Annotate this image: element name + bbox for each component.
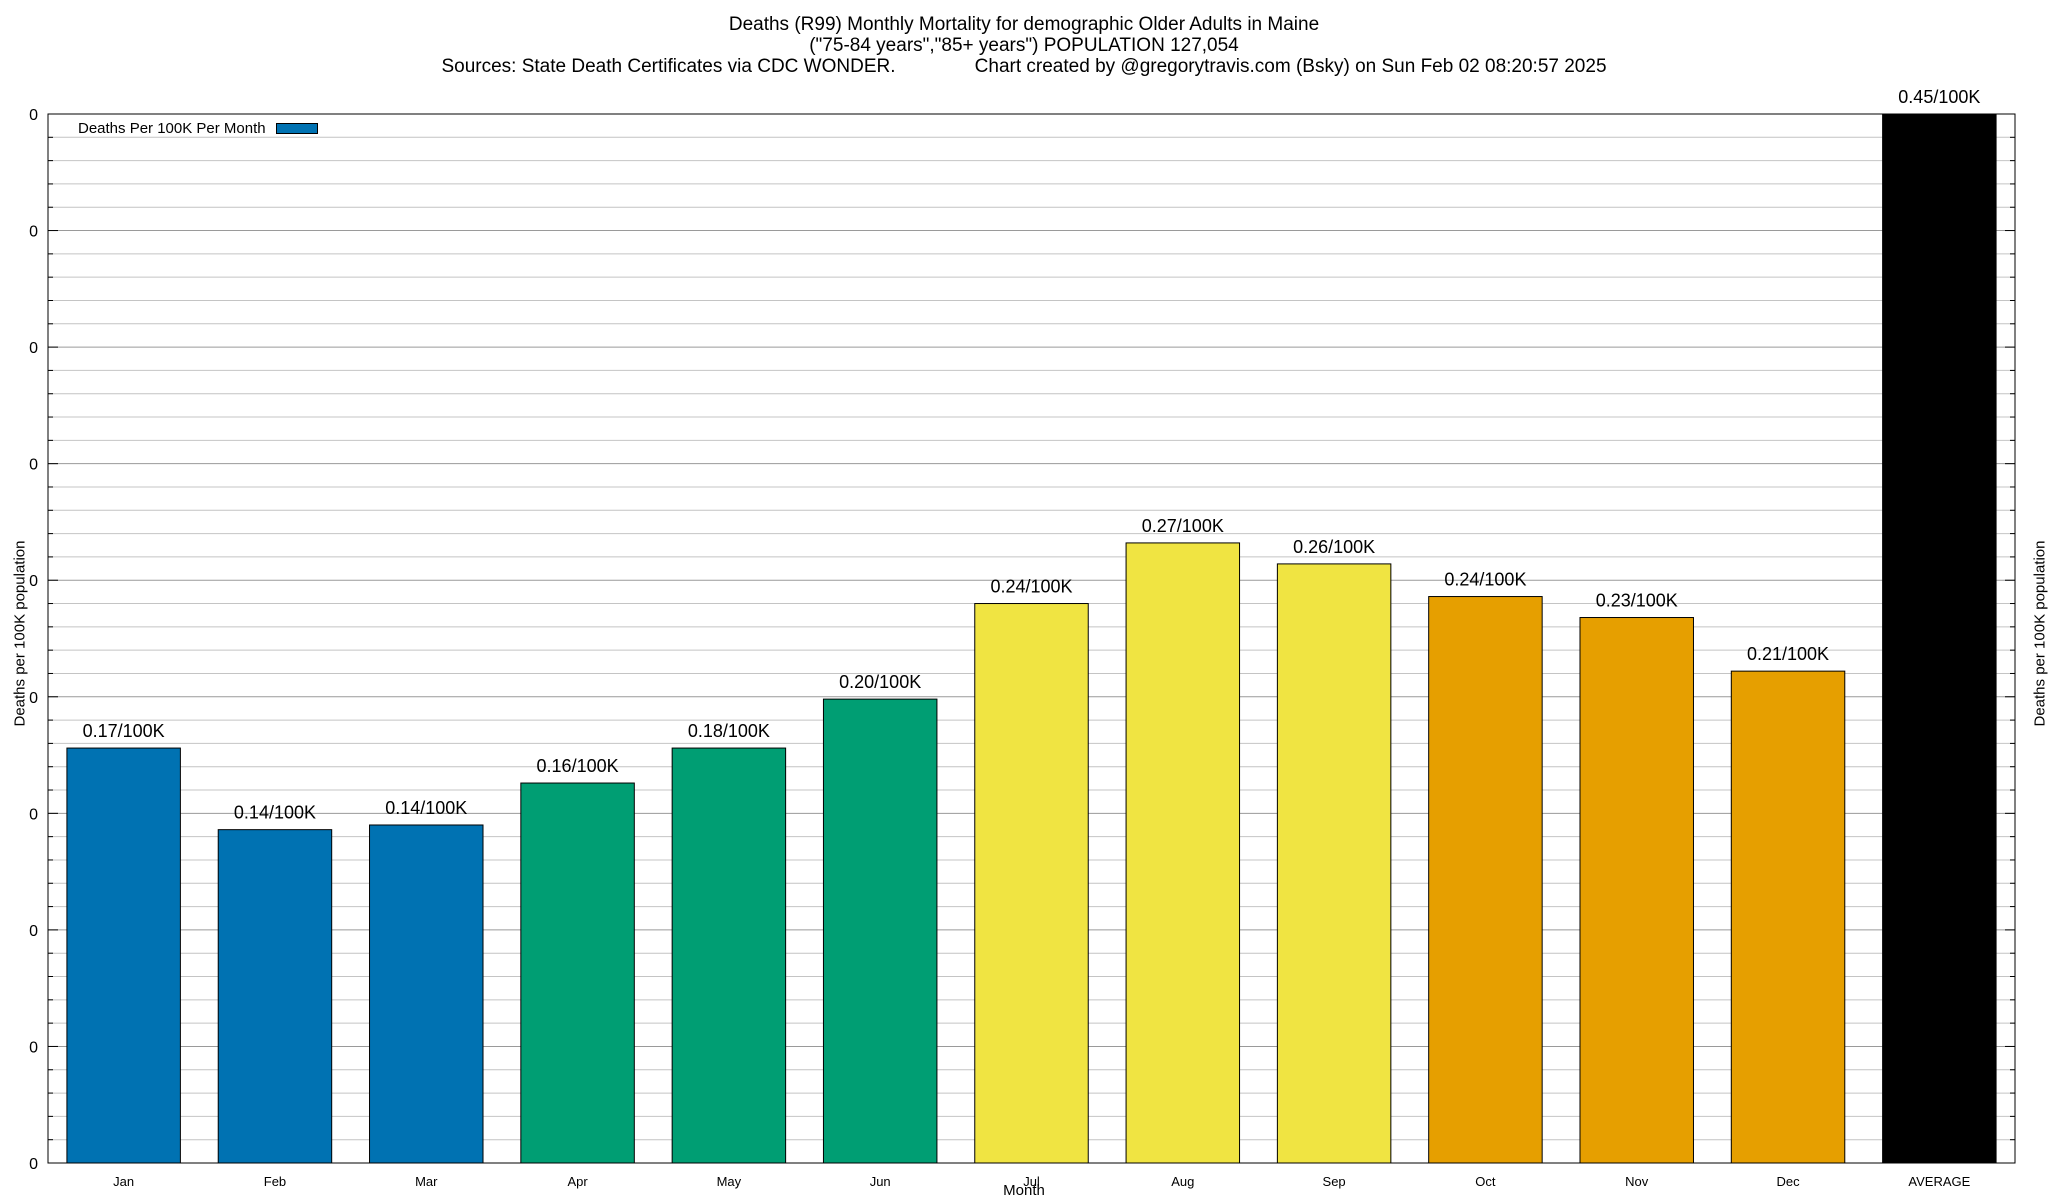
data-label-aug: 0.27/100K [1142, 516, 1224, 536]
chart-subtitle: ("75-84 years","85+ years") POPULATION 1… [809, 35, 1239, 56]
x-tick-label-aug: Aug [1171, 1174, 1194, 1189]
x-tick-label-nov: Nov [1625, 1174, 1649, 1189]
y-tick-label: 0 [29, 806, 38, 823]
x-tick-label-jan: Jan [113, 1174, 134, 1189]
data-label-jun: 0.20/100K [839, 672, 921, 692]
x-tick-label-average: AVERAGE [1908, 1174, 1970, 1189]
bar-mar [369, 824, 484, 1164]
chart-source-line: Sources: State Death Certificates via CD… [441, 56, 1607, 77]
data-label-apr: 0.16/100K [537, 756, 619, 776]
legend: Deaths Per 100K Per Month [78, 120, 318, 137]
bar-dec [1730, 670, 1846, 1164]
legend-label: Deaths Per 100K Per Month [78, 120, 266, 137]
y-tick-label: 0 [29, 923, 38, 940]
y-tick-label: 0 [29, 1156, 38, 1173]
x-tick-label-apr: Apr [567, 1174, 588, 1189]
data-label-mar: 0.14/100K [385, 798, 467, 818]
y-tick-label: 0 [29, 1039, 38, 1056]
y-tick-label: 0 [29, 107, 38, 124]
y-tick-label: 0 [29, 224, 38, 241]
data-label-feb: 0.14/100K [234, 803, 316, 823]
y-axis-label-left: Deaths per 100K population [11, 540, 29, 727]
bar-average [1882, 113, 1997, 1164]
bar-feb [217, 829, 333, 1164]
y-tick-label: 0 [29, 573, 38, 590]
data-label-jul: 0.24/100K [990, 577, 1072, 597]
data-label-sep: 0.26/100K [1293, 537, 1375, 557]
data-label-dec: 0.21/100K [1747, 644, 1829, 664]
bar-oct [1428, 596, 1543, 1164]
x-tick-label-feb: Feb [264, 1174, 286, 1189]
bar-jun [822, 698, 938, 1164]
x-tick-label-oct: Oct [1475, 1174, 1496, 1189]
data-label-average: 0.45/100K [1898, 87, 1980, 107]
chart-title-block: Deaths (R99) Monthly Mortality for demog… [0, 14, 2048, 77]
chart-title: Deaths (R99) Monthly Mortality for demog… [728, 14, 1320, 35]
bar-jan [66, 747, 181, 1164]
x-tick-label-may: May [717, 1174, 742, 1189]
plot-frame [47, 113, 2016, 1164]
y-tick-label: 0 [29, 457, 38, 474]
x-tick-label-dec: Dec [1776, 1174, 1800, 1189]
y-tick-label: 0 [29, 340, 38, 357]
data-label-nov: 0.23/100K [1596, 591, 1678, 611]
bar-apr [520, 782, 635, 1164]
data-label-may: 0.18/100K [688, 721, 770, 741]
x-tick-label-sep: Sep [1323, 1174, 1346, 1189]
y-axis-label-right: Deaths per 100K population [2031, 540, 2048, 727]
bar-nov [1579, 617, 1694, 1164]
bar-jul [974, 603, 1089, 1164]
x-tick-label-jul: Jul [1023, 1174, 1040, 1189]
data-label-jan: 0.17/100K [83, 721, 165, 741]
y-tick-label: 0 [29, 690, 38, 707]
x-axis-label: Month [1003, 1182, 1045, 1199]
bar-sep [1276, 563, 1392, 1164]
x-tick-label-mar: Mar [415, 1174, 438, 1189]
legend-swatch [275, 123, 318, 134]
x-tick-label-jun: Jun [870, 1174, 891, 1189]
bar-aug [1125, 542, 1241, 1164]
data-label-oct: 0.24/100K [1444, 570, 1526, 590]
bar-may [671, 747, 787, 1164]
